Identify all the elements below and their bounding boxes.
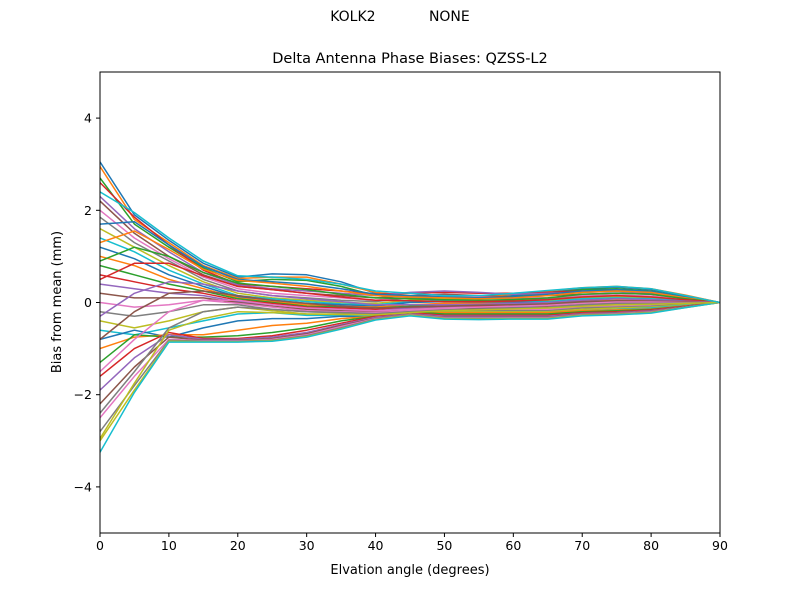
series-line-34 — [100, 262, 720, 304]
figure-title: KOLK2 NONE — [330, 9, 470, 25]
series-line-31 — [100, 221, 720, 304]
series-line-35 — [100, 281, 720, 317]
series-line-27 — [100, 301, 720, 419]
x-tick-label: 0 — [96, 538, 104, 553]
series-line-33 — [100, 246, 720, 304]
series-line-36 — [100, 290, 720, 340]
y-tick-label: −4 — [74, 479, 92, 494]
x-tick-label: 10 — [161, 538, 177, 553]
x-tick-label: 30 — [299, 538, 315, 553]
chart-title: Delta Antenna Phase Biases: QZSS-L2 — [272, 51, 547, 67]
x-tick-label: 70 — [574, 538, 590, 553]
series-line-37 — [100, 299, 720, 373]
series-line-40 — [100, 191, 720, 304]
y-tick-label: 2 — [84, 203, 92, 218]
x-axis: 0 10 20 30 40 50 60 70 80 90 — [96, 533, 728, 553]
x-tick-label: 20 — [230, 538, 246, 553]
series-line-1 — [100, 161, 720, 304]
y-tick-label: 4 — [84, 111, 92, 126]
series-line-4 — [100, 182, 720, 304]
x-tick-label: 60 — [505, 538, 521, 553]
series-line-32 — [100, 230, 720, 304]
series-line-39 — [100, 301, 720, 439]
y-tick-label: 0 — [84, 295, 92, 310]
y-axis-label: Bias from mean (mm) — [50, 231, 65, 373]
y-tick-label: −2 — [74, 387, 92, 402]
y-axis: 4 2 0 −2 −4 — [74, 111, 100, 494]
x-tick-label: 80 — [643, 538, 659, 553]
series-line-2 — [100, 166, 720, 304]
x-tick-label: 50 — [436, 538, 452, 553]
series-line-26 — [100, 301, 720, 405]
series-line-30 — [100, 301, 720, 453]
x-axis-label: Elvation angle (degrees) — [330, 563, 489, 578]
series-layer — [100, 161, 720, 453]
x-tick-label: 40 — [368, 538, 384, 553]
x-tick-label: 90 — [712, 538, 728, 553]
series-line-38 — [100, 301, 720, 414]
